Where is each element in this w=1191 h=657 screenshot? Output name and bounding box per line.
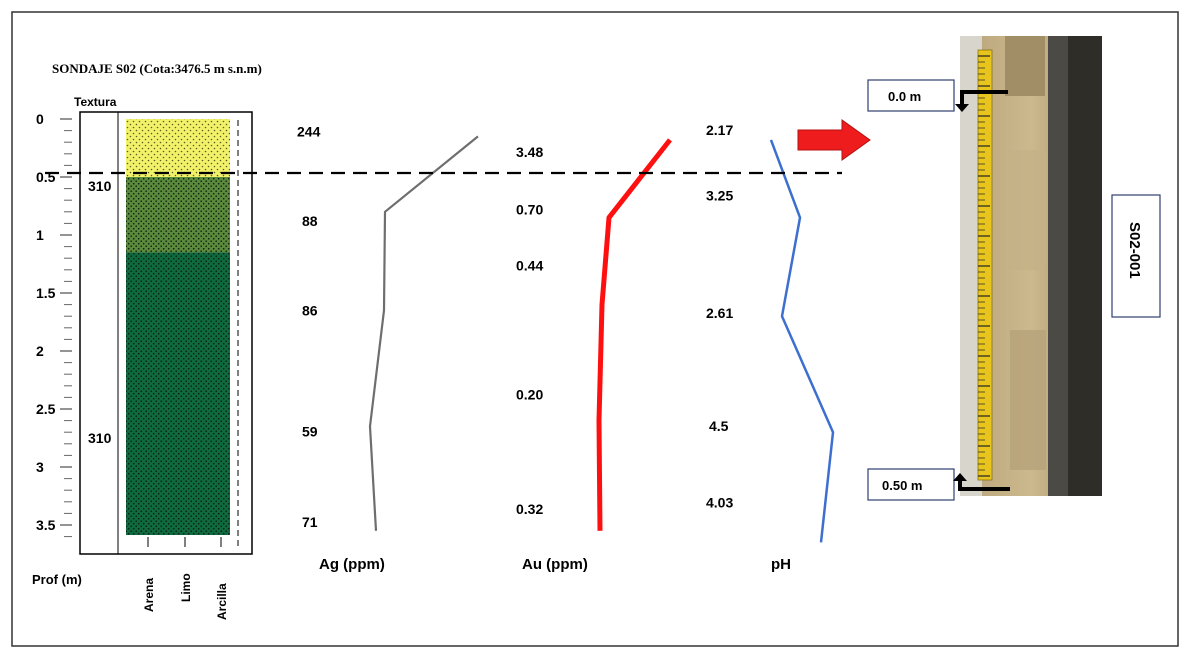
depth-tick-label: 3.5	[36, 517, 56, 533]
depth-tick-label: 2.5	[36, 401, 56, 417]
depth-tick-label: 3	[36, 459, 44, 475]
depth-tick-label: 0	[36, 111, 44, 127]
series-name-au: Au (ppm)	[522, 556, 588, 573]
bottom-depth-label: 0.50 m	[882, 478, 922, 493]
ag-value-label: 88	[302, 213, 318, 229]
au-value-label: 0.44	[516, 258, 543, 274]
depth-tick-label: 1.5	[36, 285, 56, 301]
ag-value-label: 244	[297, 123, 321, 139]
red-arrow-icon	[797, 119, 871, 161]
depth-axis-label: Prof (m)	[32, 572, 82, 587]
au-series-line	[596, 138, 672, 531]
ph-series-line	[769, 139, 835, 543]
ph-value-label: 2.61	[706, 305, 733, 321]
au-value-label: 3.48	[516, 144, 543, 160]
sample-id-label: S02-001	[1126, 222, 1143, 279]
texture-layers	[126, 119, 230, 535]
depth-axis: 0 0.5 1 1.5 2 2.5 3 3.5	[36, 111, 72, 538]
series-name-ph: pH	[771, 556, 791, 573]
top-bracket-icon	[960, 90, 1008, 104]
bottom-bracket-icon	[958, 480, 1010, 491]
ag-value-label: 71	[302, 514, 318, 530]
ag-value-label: 59	[302, 423, 318, 439]
texture-layer-dots-2	[126, 177, 230, 253]
depth-tick-label: 1	[36, 227, 44, 243]
texture-label-arena: Arena	[142, 578, 156, 612]
figure-title: SONDAJE S02 (Cota:3476.5 m s.n.m)	[52, 61, 262, 76]
depth-tick-label: 2	[36, 343, 44, 359]
top-depth-box	[867, 79, 955, 112]
core-photo	[960, 36, 1102, 496]
tape-ticks	[978, 55, 990, 477]
ph-value-label: 2.17	[706, 122, 733, 138]
au-value-label: 0.20	[516, 387, 543, 403]
au-value-label: 0.70	[516, 202, 543, 218]
bottom-bracket-tip-icon	[953, 473, 967, 481]
texture-layer-dots-1	[126, 119, 230, 177]
au-value-label: 0.32	[516, 501, 543, 517]
ph-value-label: 4.03	[706, 494, 733, 510]
ag-series-line	[368, 135, 479, 531]
texture-label-arcilla: Arcilla	[215, 583, 229, 620]
top-depth-label: 0.0 m	[888, 89, 921, 104]
ph-value-label: 3.25	[706, 188, 733, 204]
texture-label-limo: Limo	[179, 573, 193, 602]
series-name-ag: Ag (ppm)	[319, 556, 385, 573]
layer-code-lower: 310	[88, 430, 112, 446]
texture-layer-dots-3	[126, 252, 230, 535]
bottom-depth-box	[867, 468, 955, 501]
ph-value-label: 4.5	[709, 418, 729, 434]
chemistry-series: 244 88 86 59 71 3.48 0.70 0.44 0.20 0.32 2.17 3.25 2…	[297, 122, 835, 543]
top-bracket-tip-icon	[955, 104, 969, 112]
ag-value-label: 86	[302, 302, 318, 318]
texture-label: Textura	[74, 95, 117, 109]
measuring-tape	[977, 49, 993, 481]
sample-id-box	[1111, 194, 1161, 318]
layer-code-upper: 310	[88, 178, 112, 194]
depth-tick-label: 0.5	[36, 169, 56, 185]
